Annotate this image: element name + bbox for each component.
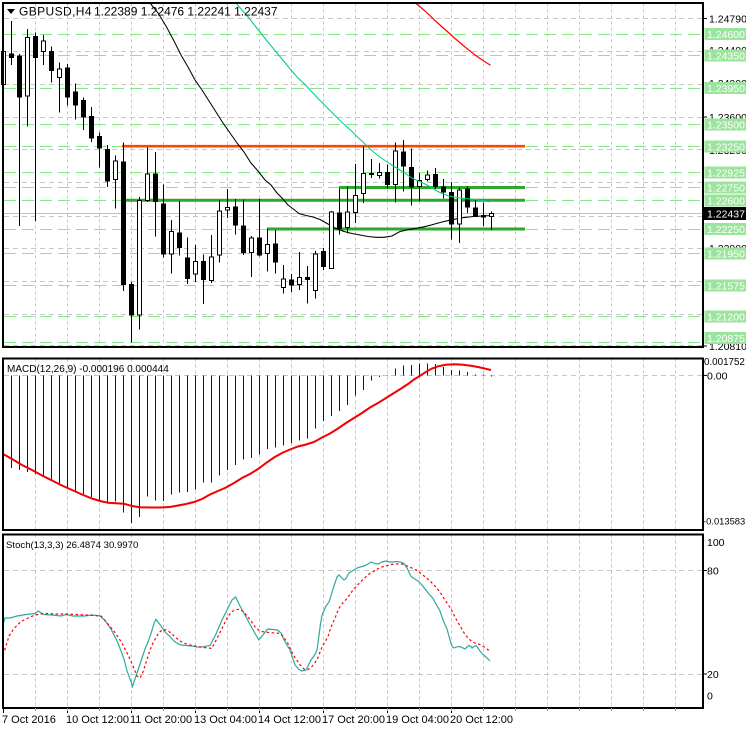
- svg-text:20 Oct 12:00: 20 Oct 12:00: [450, 714, 513, 726]
- svg-text:1.21200: 1.21200: [707, 312, 745, 324]
- svg-text:GBPUSD,H4: GBPUSD,H4: [19, 5, 92, 19]
- svg-text:0.00: 0.00: [707, 370, 728, 382]
- svg-text:1.24600: 1.24600: [707, 29, 745, 41]
- svg-text:1.21950: 1.21950: [707, 249, 745, 261]
- svg-text:100: 100: [707, 537, 725, 549]
- svg-text:14 Oct 12:00: 14 Oct 12:00: [258, 714, 321, 726]
- svg-text:MACD(12,26,9) -0.000196 0.0004: MACD(12,26,9) -0.000196 0.000444: [7, 364, 169, 375]
- svg-text:-0.013583: -0.013583: [703, 516, 745, 527]
- svg-text:1.23250: 1.23250: [707, 142, 745, 154]
- svg-text:0.001752: 0.001752: [704, 357, 745, 368]
- svg-text:13 Oct 04:00: 13 Oct 04:00: [194, 714, 257, 726]
- svg-text:1.22437: 1.22437: [707, 209, 745, 221]
- svg-text:1.22600: 1.22600: [707, 196, 745, 208]
- svg-text:80: 80: [707, 566, 719, 578]
- svg-text:Stoch(13,3,3) 26.4874 30.9970: Stoch(13,3,3) 26.4874 30.9970: [6, 540, 138, 551]
- svg-text:1.23500: 1.23500: [707, 120, 745, 132]
- svg-text:1.22389 1.22476 1.22241 1.2243: 1.22389 1.22476 1.22241 1.22437: [94, 5, 278, 19]
- svg-text:1.20875: 1.20875: [707, 333, 745, 345]
- svg-text:1.24350: 1.24350: [707, 51, 745, 63]
- svg-text:0: 0: [707, 691, 713, 703]
- svg-text:1.22750: 1.22750: [707, 183, 745, 195]
- svg-text:1.22925: 1.22925: [707, 168, 745, 180]
- svg-text:7 Oct 2016: 7 Oct 2016: [2, 714, 56, 726]
- svg-text:19 Oct 04:00: 19 Oct 04:00: [386, 714, 449, 726]
- svg-text:1.21575: 1.21575: [707, 281, 745, 293]
- svg-text:10 Oct 12:00: 10 Oct 12:00: [66, 714, 129, 726]
- svg-text:1.23950: 1.23950: [707, 83, 745, 95]
- svg-text:1.24790: 1.24790: [709, 14, 746, 26]
- svg-text:17 Oct 20:00: 17 Oct 20:00: [322, 714, 385, 726]
- svg-text:11 Oct 20:00: 11 Oct 20:00: [130, 714, 192, 726]
- svg-text:1.22250: 1.22250: [707, 224, 745, 236]
- svg-text:20: 20: [707, 669, 719, 681]
